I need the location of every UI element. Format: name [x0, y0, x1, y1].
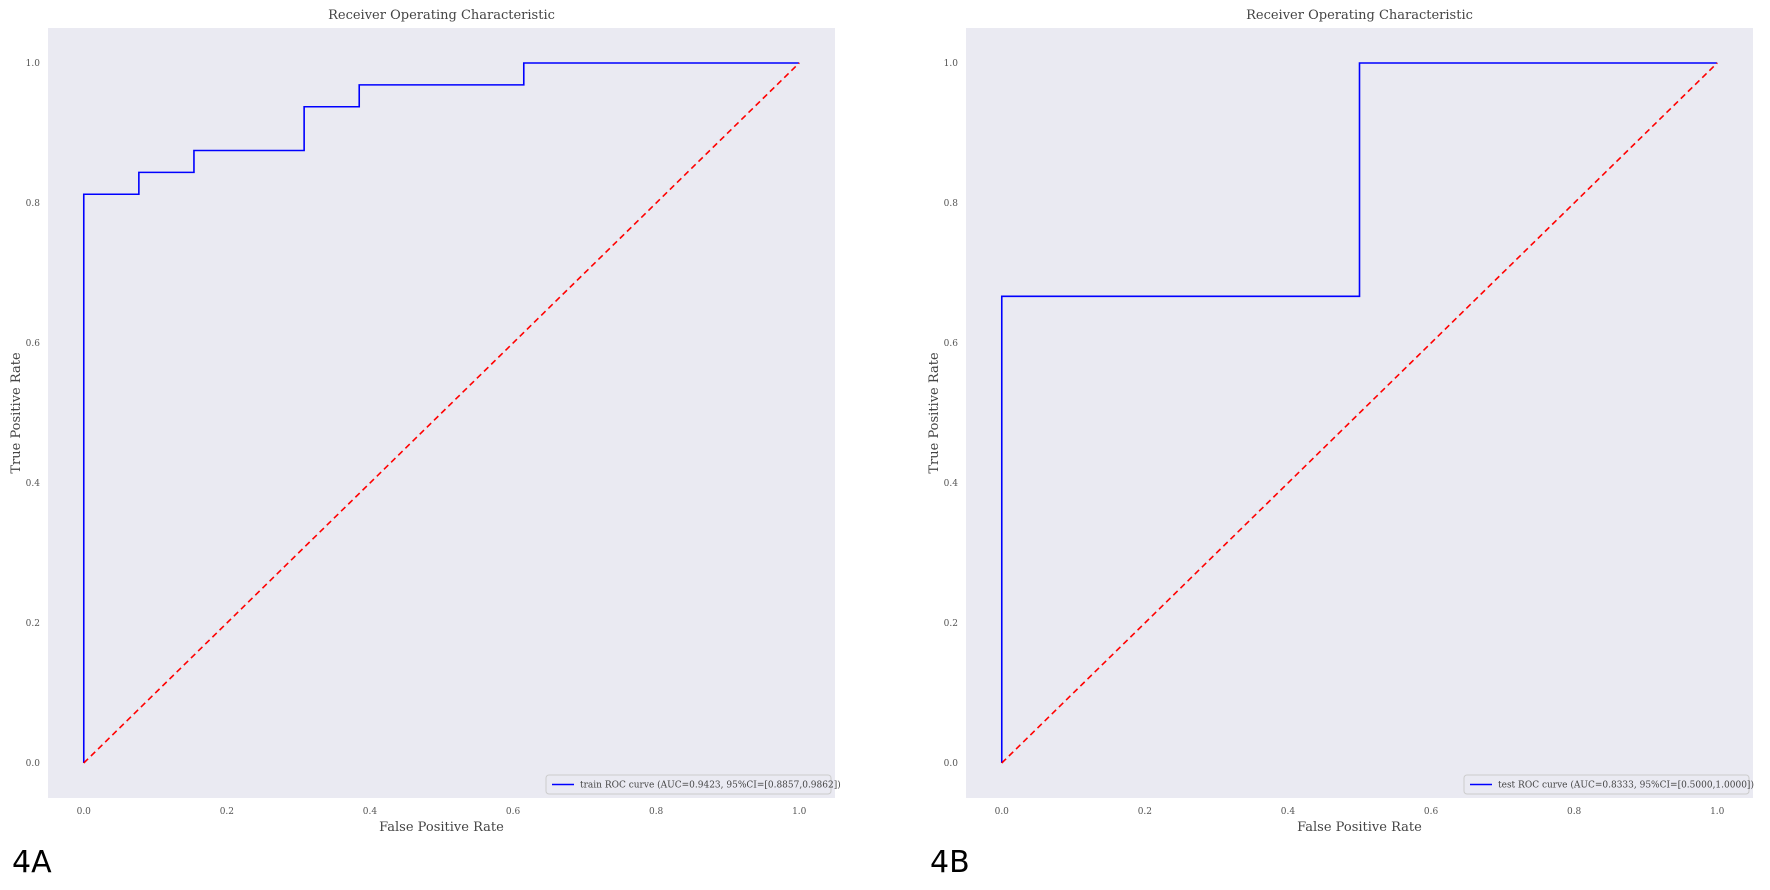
roc-panel-a: Receiver Operating Characteristic 0.0 0.2 0… — [9, 8, 841, 880]
y-tick-label: 0.6 — [944, 339, 959, 349]
chart-title: Receiver Operating Characteristic — [1246, 8, 1473, 23]
x-tick-label: 0.6 — [1424, 807, 1439, 817]
x-tick-label: 0.4 — [363, 807, 378, 817]
roc-panel-b: Receiver Operating Characteristic 0.0 0.2 0… — [927, 8, 1754, 880]
y-tick-label: 0.4 — [944, 479, 959, 489]
x-tick-label: 0.0 — [995, 807, 1010, 817]
chance-line — [1001, 62, 1718, 764]
legend-label: test ROC curve (AUC=0.8333, 95%CI=[0.500… — [1498, 780, 1754, 791]
y-axis-label: True Positive Rate — [9, 352, 24, 474]
y-tick-label: 1.0 — [26, 59, 41, 69]
x-tick-label: 1.0 — [792, 807, 807, 817]
x-tick-label: 0.2 — [1138, 807, 1152, 817]
legend-box — [1463, 774, 1750, 795]
x-tick-label: 0.6 — [506, 807, 521, 817]
y-tick-label: 1.0 — [944, 59, 959, 69]
y-tick-label: 0.8 — [26, 199, 41, 209]
y-tick-label: 0.4 — [26, 479, 41, 489]
x-tick-label: 0.0 — [77, 807, 92, 817]
y-tick-label: 0.6 — [26, 339, 41, 349]
y-tick-label: 0.0 — [26, 759, 41, 769]
x-tick-label: 0.8 — [1567, 807, 1582, 817]
chart-title: Receiver Operating Characteristic — [328, 8, 555, 23]
legend-box — [545, 774, 832, 795]
roc-curve-line — [1000, 62, 1718, 763]
x-tick-label: 0.4 — [1281, 807, 1296, 817]
panel-label: 4A — [12, 845, 52, 880]
legend-label: train ROC curve (AUC=0.9423, 95%CI=[0.88… — [580, 780, 841, 791]
panel-label: 4B — [930, 845, 970, 880]
x-axis-label: False Positive Rate — [1297, 820, 1422, 835]
y-axis-label: True Positive Rate — [927, 352, 942, 474]
x-tick-label: 0.8 — [649, 807, 664, 817]
x-axis-label: False Positive Rate — [379, 820, 504, 835]
roc-curve-line — [82, 62, 800, 763]
y-tick-label: 0.0 — [944, 759, 959, 769]
y-tick-label: 0.2 — [26, 619, 40, 629]
chance-line — [83, 62, 800, 764]
x-tick-label: 0.2 — [220, 807, 234, 817]
x-tick-label: 1.0 — [1710, 807, 1725, 817]
y-tick-label: 0.2 — [944, 619, 958, 629]
y-tick-label: 0.8 — [944, 199, 959, 209]
